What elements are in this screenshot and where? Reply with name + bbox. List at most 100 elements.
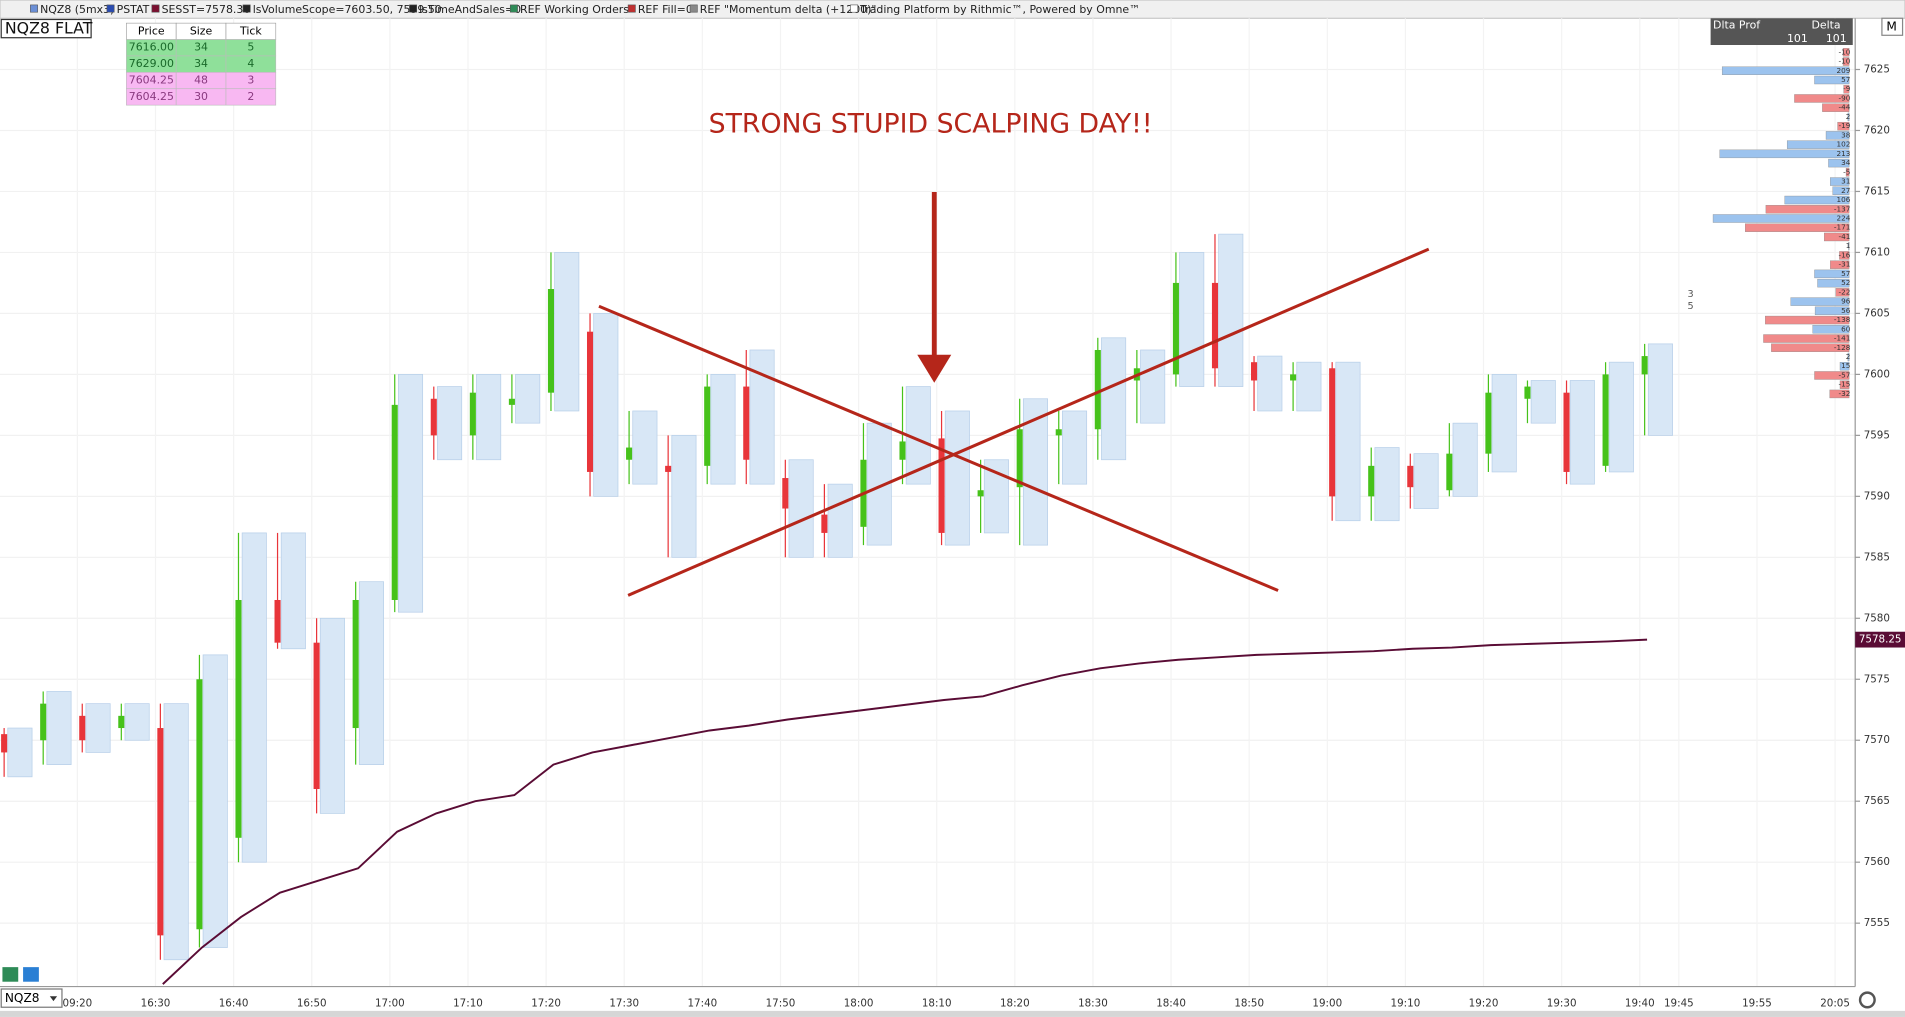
y-tick-label: 7615 <box>1864 185 1890 197</box>
profile-total: 101 <box>1826 32 1847 45</box>
x-tick-label: 18:10 <box>922 998 952 1010</box>
side-label: 5 <box>1688 301 1694 312</box>
profile-value: -31 <box>1838 260 1850 269</box>
profile-bar <box>1829 389 1850 399</box>
toolbar-swatch <box>627 4 636 13</box>
maximize-label[interactable]: M <box>1886 19 1896 33</box>
footprint-profile <box>632 410 658 485</box>
toolbar-swatch <box>850 4 859 13</box>
toolbar-item: REF "Momentum delta (+1200)" <box>700 3 877 16</box>
toolbar-swatch <box>151 4 160 13</box>
y-tick-label: 7590 <box>1864 490 1890 502</box>
refresh-icon[interactable] <box>1858 991 1876 1009</box>
dom-value: 7629.00 <box>129 57 174 70</box>
candle-body <box>196 679 203 930</box>
candle-body <box>430 398 437 436</box>
profile-bar <box>1712 214 1850 223</box>
candle-body <box>977 490 984 497</box>
status: NQZ8 FLAT <box>5 19 93 38</box>
tool-icon[interactable] <box>23 967 39 982</box>
x-tick-label: 18:00 <box>844 998 874 1010</box>
tool-icon[interactable] <box>2 967 19 982</box>
toolbar-item: SESST=7578.36 <box>162 3 251 16</box>
profile-bar <box>1812 325 1850 334</box>
maximize-button[interactable] <box>1881 17 1904 36</box>
profile-bar <box>1719 149 1850 159</box>
dropdown-arrow[interactable] <box>49 996 58 1002</box>
toolbar-swatch <box>509 4 518 13</box>
profile-value: 96 <box>1841 297 1851 306</box>
dom-value: 30 <box>194 90 208 103</box>
profile-value: 102 <box>1836 140 1850 149</box>
toolbar-swatch <box>30 4 38 13</box>
profile-bar <box>1839 251 1850 260</box>
profile-bar <box>1825 131 1850 140</box>
x-tick-label: 17:30 <box>609 998 639 1010</box>
dom-value: 48 <box>194 74 208 87</box>
candle-body <box>1094 349 1101 430</box>
scrollbar[interactable] <box>0 1010 1905 1017</box>
profile-bar <box>1828 158 1850 168</box>
vwap-line <box>162 638 1648 985</box>
toolbar-item: NQZ8 (5mx3) <box>40 3 114 16</box>
dom-table: Price Size Tick 7616.00 34 5 7629.00 34 4 7604.25… <box>126 22 277 106</box>
candle-body <box>1290 374 1297 381</box>
instrument-label[interactable]: NQZ8 <box>5 991 40 1005</box>
y-tick-label: 7580 <box>1864 612 1890 624</box>
dom-value: 34 <box>194 41 208 54</box>
footprint-profile <box>1452 422 1478 497</box>
arrow-head <box>917 354 952 383</box>
profile-bar <box>1786 140 1850 149</box>
profile-bar <box>1721 66 1850 75</box>
candle-body <box>274 599 281 643</box>
x-tick-label: 19:30 <box>1547 998 1577 1010</box>
dom-value: 7604.25 <box>129 74 174 87</box>
profile-bar <box>1832 186 1850 195</box>
toolbar-item: REF Working Orders <box>520 3 629 16</box>
vwap-price-box <box>1855 631 1905 648</box>
profile-value: 2 <box>1846 112 1851 121</box>
y-tick-label: 7620 <box>1864 124 1890 136</box>
y-tick-label: 7585 <box>1864 551 1890 563</box>
y-tick-label: 7625 <box>1864 63 1890 75</box>
toolbar-swatch <box>106 4 115 13</box>
x-tick-label: 17:40 <box>687 998 717 1010</box>
x-tick-label: 19:40 <box>1625 998 1655 1010</box>
y-tick-label: 7605 <box>1864 307 1890 319</box>
y-tick-label: 7570 <box>1864 734 1890 746</box>
profile-header-label: Dlta Prof <box>1713 19 1761 32</box>
dom-cell <box>225 88 277 106</box>
profile-bar <box>1848 242 1850 251</box>
profile-value: 15 <box>1841 361 1850 370</box>
candle-body <box>586 331 594 472</box>
x-tick-label: 19:55 <box>1742 998 1772 1010</box>
footprint-profile <box>1257 355 1283 412</box>
footprint-profile <box>1491 374 1517 473</box>
candle-body <box>1602 374 1609 466</box>
candle-body <box>391 404 398 600</box>
x-tick-label: 19:20 <box>1469 998 1499 1010</box>
profile-value: -57 <box>1838 370 1850 379</box>
x-tick-label: 20:05 <box>1820 998 1850 1010</box>
footprint-profile <box>1179 252 1205 387</box>
toolbar-swatch <box>689 4 698 13</box>
footprint-profile <box>1413 453 1439 509</box>
x-tick-label: 17:20 <box>531 998 561 1010</box>
profile-value: -128 <box>1834 343 1851 352</box>
profile-value: -32 <box>1838 389 1850 398</box>
candle-body <box>1641 356 1648 375</box>
dom-value: 7616.00 <box>129 41 174 54</box>
y-tick-label: 7560 <box>1864 856 1890 868</box>
footprint-profile <box>944 410 970 546</box>
footprint-profile <box>1374 447 1400 522</box>
x-tick-label: 17:50 <box>766 998 796 1010</box>
x-tick-label: 18:40 <box>1156 998 1186 1010</box>
profile-value: 60 <box>1841 324 1851 333</box>
profile-header <box>1710 18 1853 46</box>
profile-value: 106 <box>1836 195 1850 204</box>
candle-body <box>743 386 750 460</box>
instrument-select[interactable] <box>0 988 63 1008</box>
y-tick-label: 7575 <box>1864 673 1890 685</box>
toolbar-item: Trading Platform by Rithmic™, Powered by… <box>859 3 1140 16</box>
